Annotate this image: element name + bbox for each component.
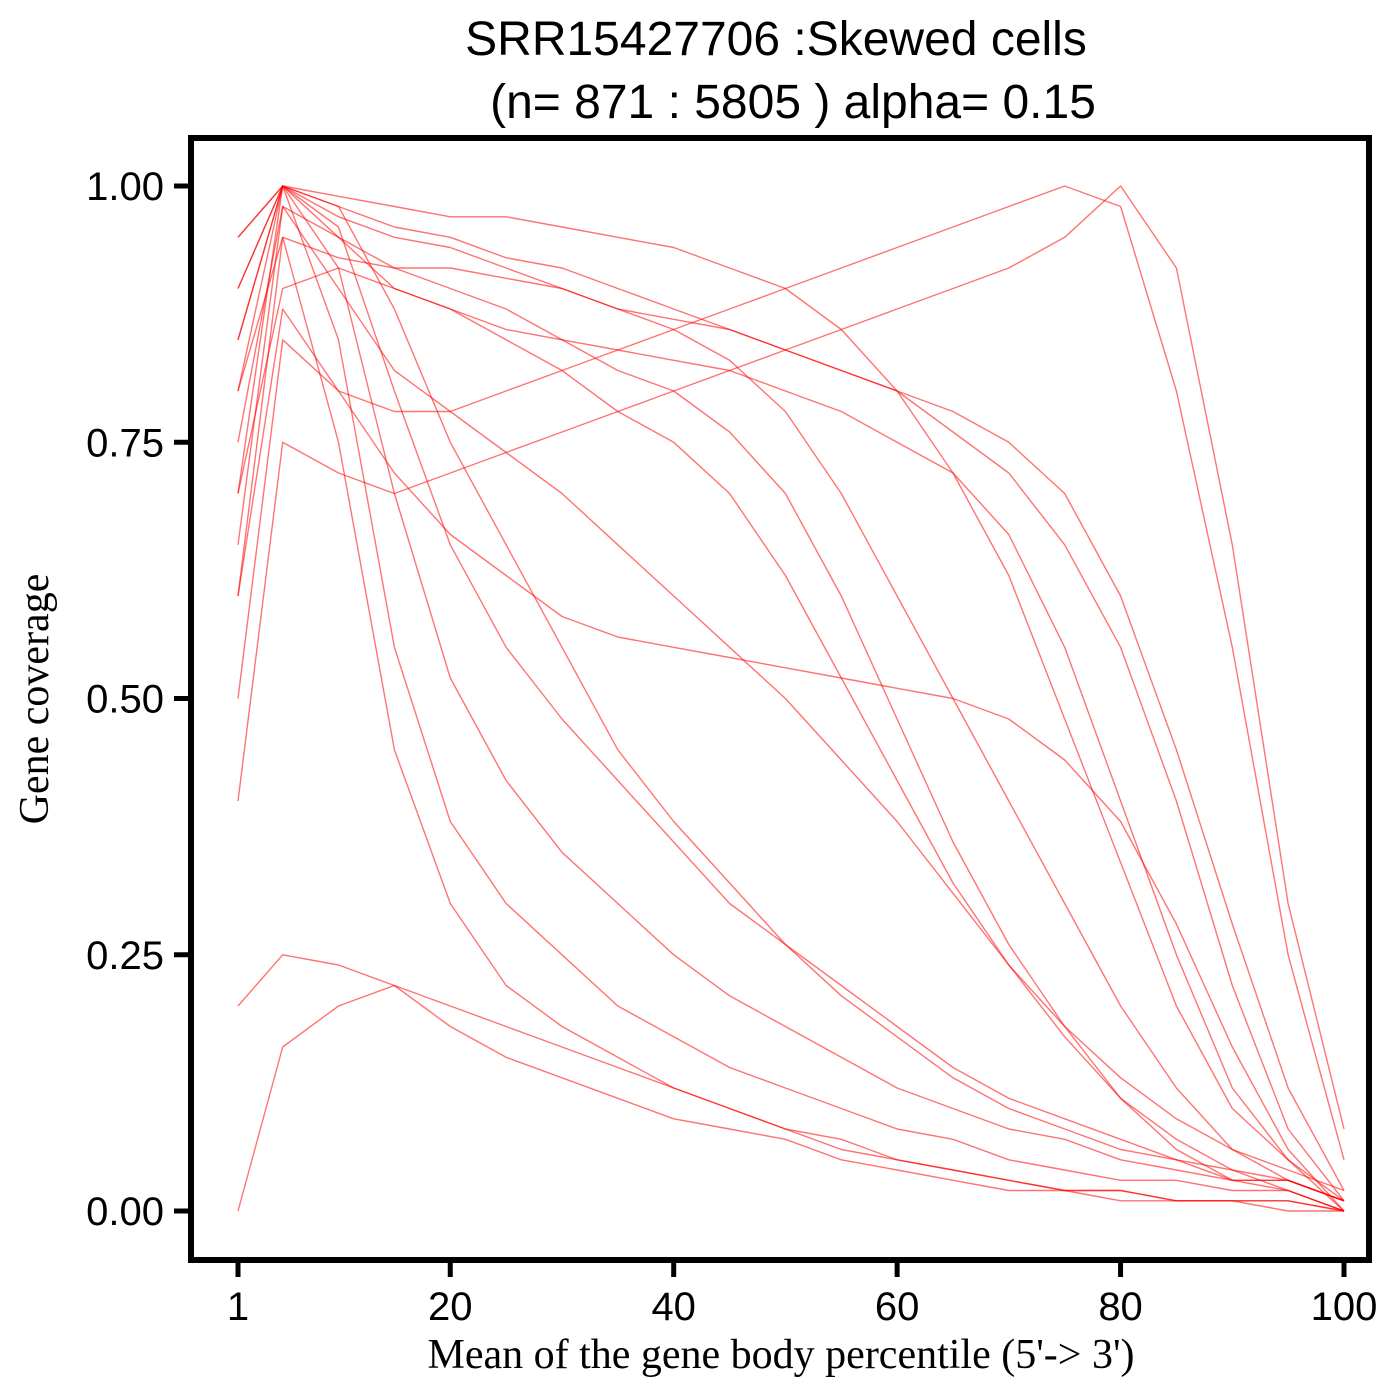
- x-tick-label: 60: [875, 1285, 920, 1329]
- y-tick-label: 0.25: [86, 934, 164, 978]
- x-tick-label: 20: [428, 1285, 473, 1329]
- coverage-line: [237, 954, 1345, 1212]
- x-axis-label: Mean of the gene body percentile (5'-> 3…: [427, 1332, 1134, 1378]
- plot-frame: [188, 135, 1372, 1263]
- x-tick-label: 1: [227, 1285, 249, 1329]
- coverage-line: [237, 185, 1345, 1202]
- coverage-line: [237, 185, 1345, 1202]
- coverage-line: [237, 205, 1345, 1212]
- y-tick-label: 1.00: [86, 165, 164, 209]
- coverage-line: [237, 185, 1345, 1202]
- coverage-line: [237, 185, 1345, 1212]
- coverage-line: [237, 205, 1345, 1192]
- coverage-line: [237, 185, 1345, 1212]
- y-tick-label: 0.50: [86, 678, 164, 722]
- coverage-line: [237, 185, 1345, 1202]
- x-tick-label: 100: [1311, 1285, 1378, 1329]
- y-tick-label: 0.00: [86, 1190, 164, 1234]
- coverage-line: [237, 236, 1345, 1191]
- series-lines: [237, 185, 1345, 1212]
- y-axis: 0.00 0.25 0.50 0.75 1.00: [86, 165, 188, 1234]
- coverage-line: [237, 185, 1345, 1202]
- coverage-line: [237, 308, 1345, 1212]
- coverage-line: [237, 185, 1345, 1130]
- coverage-line: [237, 267, 1345, 1212]
- y-axis-label: Gene coverage: [12, 574, 58, 825]
- x-tick-label: 40: [651, 1285, 696, 1329]
- coverage-line: [237, 236, 1345, 1212]
- chart-title-line-1: SRR15427706 :Skewed cells: [465, 13, 1087, 66]
- y-tick-label: 0.75: [86, 421, 164, 465]
- x-axis: 1 20 40 60 80 100: [227, 1263, 1378, 1329]
- chart-title-line-2: (n= 871 : 5805 ) alpha= 0.15: [490, 76, 1096, 129]
- coverage-line: [237, 984, 1344, 1212]
- x-tick-label: 80: [1098, 1285, 1143, 1329]
- coverage-line: [237, 185, 1345, 1202]
